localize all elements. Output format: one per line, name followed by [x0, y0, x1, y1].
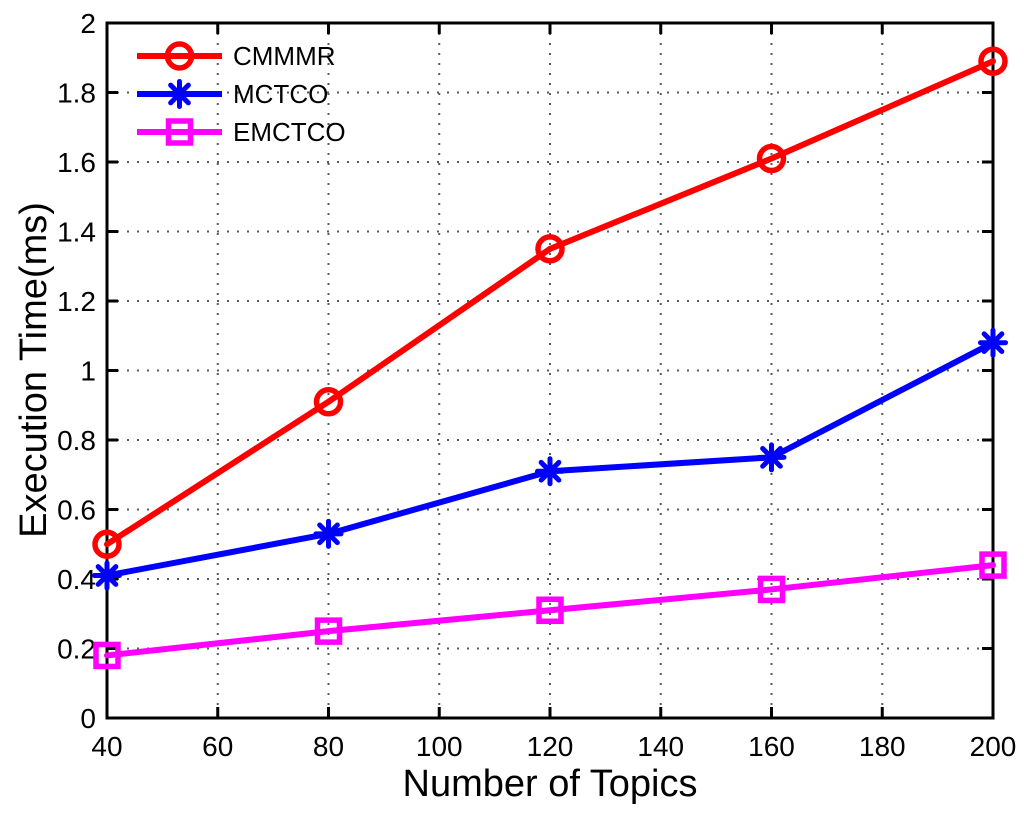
data-series [92, 46, 1008, 670]
legend-item: MCTCO [137, 79, 328, 109]
y-tick-label: 0.4 [57, 564, 96, 595]
series-emctco [93, 551, 1007, 670]
legend-label: EMCTCO [233, 117, 346, 147]
circle-marker [978, 46, 1008, 76]
asterisk-spoke [760, 446, 783, 469]
y-tick-label: 0 [80, 703, 96, 734]
circle-marker [313, 387, 344, 417]
y-axis-label: Execution Time(ms) [13, 202, 55, 538]
x-tick-label: 120 [527, 731, 574, 762]
x-tick-labels: 40 60 80 100 120 140 160 180 200 [91, 731, 1016, 762]
y-tick-label: 2 [80, 8, 96, 39]
square-marker [314, 617, 343, 645]
circle-marker [756, 143, 787, 174]
square-marker [93, 641, 121, 670]
square-marker [979, 551, 1007, 579]
series-line [104, 58, 996, 548]
circle-marker [164, 41, 195, 71]
legend: CMMMR MCTCO EMCTCO [137, 41, 346, 147]
x-tick-label: 80 [313, 731, 344, 762]
x-tick-label: 100 [416, 731, 463, 762]
x-tick-label: 200 [970, 731, 1017, 762]
x-tick-label: 180 [859, 731, 906, 762]
asterisk-marker [978, 327, 1008, 358]
y-tick-label: 0.8 [57, 425, 96, 456]
x-axis-label: Number of Topics [403, 763, 698, 805]
legend-label: CMMMR [233, 41, 336, 71]
y-tick-label: 0.6 [57, 495, 96, 526]
y-tick-label: 1.2 [57, 286, 96, 317]
legend-label: MCTCO [233, 79, 328, 109]
y-tick-label: 1.8 [57, 78, 96, 109]
asterisk-spoke [317, 522, 340, 546]
y-tick-label: 1 [80, 356, 96, 387]
y-tick-label: 1.4 [57, 217, 96, 248]
y-tick-label: 0.2 [57, 634, 96, 665]
legend-item: CMMMR [137, 41, 336, 71]
series-mctco [92, 327, 1008, 591]
square-marker [536, 596, 564, 625]
series-cmmmr [92, 46, 1008, 559]
legend-item: EMCTCO [137, 117, 346, 147]
circle-marker [535, 234, 565, 264]
x-tick-label: 60 [202, 731, 233, 762]
axis-ticks [105, 21, 995, 720]
asterisk-marker [313, 518, 344, 549]
asterisk-spoke [168, 82, 191, 106]
asterisk-spoke [981, 331, 1005, 355]
y-tick-labels: 0 0.2 0.4 0.6 0.8 1 1.2 1.4 1.6 1.8 2 [57, 8, 96, 734]
circle-marker [92, 529, 122, 559]
x-tick-label: 160 [748, 731, 795, 762]
asterisk-marker [756, 442, 787, 473]
x-tick-label: 140 [637, 731, 684, 762]
asterisk-marker [164, 79, 195, 109]
square-marker [165, 118, 194, 146]
asterisk-spoke [538, 459, 562, 483]
asterisk-spoke [95, 564, 119, 587]
y-tick-label: 1.6 [57, 147, 96, 178]
square-marker [757, 575, 786, 604]
asterisk-marker [92, 560, 122, 591]
asterisk-marker [535, 456, 565, 487]
x-tick-label: 40 [91, 731, 122, 762]
series-line [104, 562, 996, 659]
